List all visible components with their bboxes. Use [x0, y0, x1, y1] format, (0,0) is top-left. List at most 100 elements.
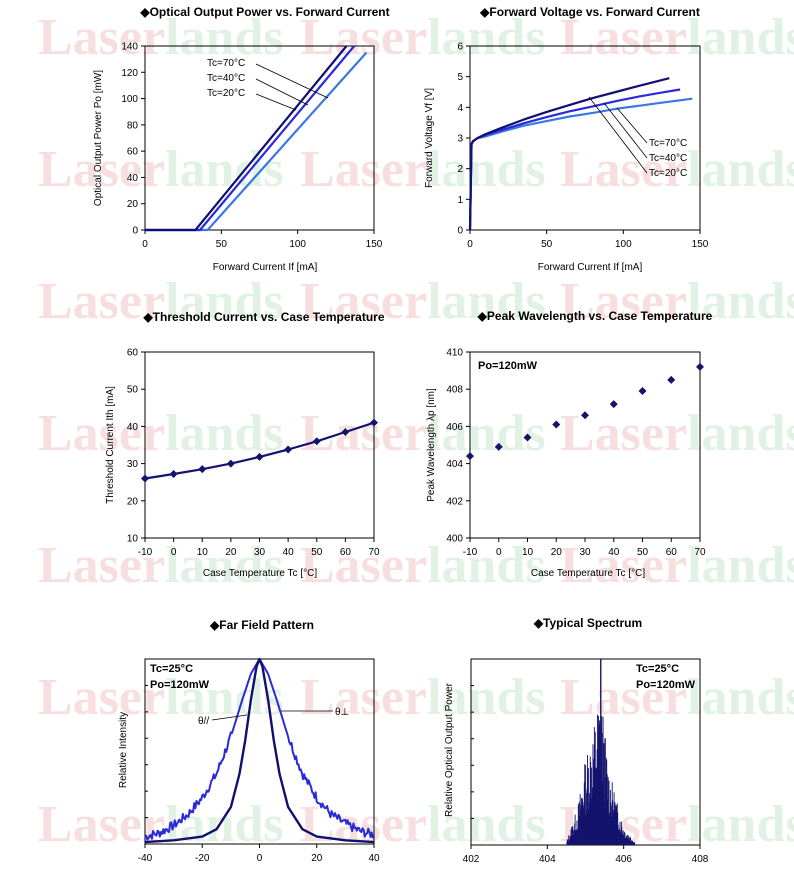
x-tick-label: -40 [138, 853, 153, 864]
x-tick-label: 40 [608, 547, 620, 558]
x-tick-label: 0 [142, 239, 148, 250]
chart-title: ◆Far Field Pattern [209, 618, 314, 632]
plot-frame [144, 351, 375, 539]
x-tick-label: 100 [615, 239, 632, 250]
y-axis-label: Threshold Current Ith [mA] [105, 386, 116, 504]
x-tick-label: 50 [311, 547, 323, 558]
data-point [284, 445, 293, 454]
y-tick-label: 2 [457, 164, 463, 175]
y-tick-label: 120 [121, 68, 138, 79]
x-tick-label: 408 [692, 854, 709, 865]
y-tick-label: 50 [127, 385, 139, 396]
condition-temperature: Tc=25°C [636, 663, 679, 675]
y-tick-label: 30 [127, 459, 139, 470]
data-point [198, 465, 207, 474]
y-tick-label: 40 [127, 173, 139, 184]
chart-title: ◆Typical Spectrum [533, 616, 642, 630]
data-point [169, 470, 178, 479]
x-tick-label: 0 [171, 547, 177, 558]
series-group [144, 657, 375, 844]
annotation-tc20: Tc=20°C [649, 168, 687, 179]
x-tick-label: 40 [368, 853, 380, 864]
data-point [696, 362, 704, 371]
data-point [466, 452, 474, 461]
data-point [312, 437, 321, 446]
x-tick-label: 20 [225, 547, 237, 558]
series-line [144, 421, 375, 480]
chart-far-field: ◆Far Field Pattern Relative Intensity -4… [118, 618, 380, 864]
series-group [141, 418, 378, 483]
x-axis-label: Case Temperature Tc [°C] [531, 568, 645, 579]
x-tick-label: 0 [257, 853, 263, 864]
y-tick-label: 0 [132, 226, 138, 237]
x-tick-label: 10 [197, 547, 209, 558]
series-line-tc20c [468, 77, 670, 231]
x-tick-label: 20 [311, 853, 323, 864]
x-tick-label: -20 [195, 853, 210, 864]
chart-title: ◆Peak Wavelength vs. Case Temperature [477, 309, 713, 323]
series-group [566, 659, 636, 845]
y-tick-label: 4 [457, 103, 463, 114]
axis-ticks: 0 50 100 150 0 1 2 3 4 5 6 [457, 42, 708, 251]
annotation-arrow [616, 107, 648, 144]
y-axis-label: Peak Wavelength λp [nm] [426, 388, 437, 502]
x-tick-label: 50 [216, 239, 228, 250]
chart-spectrum: ◆Typical Spectrum Relative Optical Outpu… [444, 616, 709, 865]
data-point [609, 400, 618, 409]
label-theta-parallel: θ// [198, 716, 209, 727]
plot-frame [144, 45, 375, 231]
x-tick-label: 20 [551, 547, 563, 558]
series-group [145, 45, 368, 232]
condition-power: Po=120mW [150, 679, 210, 691]
data-point [255, 452, 264, 461]
x-tick-label: 404 [539, 854, 556, 865]
annotation-tc70: Tc=70°C [649, 138, 687, 149]
x-tick-label: 100 [289, 239, 306, 250]
annotation-arrow [603, 102, 648, 159]
y-tick-label: 100 [121, 94, 138, 105]
x-tick-label: 0 [467, 239, 473, 250]
y-axis-label: Forward Voltage Vf [V] [424, 88, 435, 188]
y-tick-label: 410 [446, 348, 463, 359]
data-point [494, 442, 503, 451]
label-theta-perpendicular: θ⊥ [335, 707, 349, 718]
x-tick-label: 60 [340, 547, 352, 558]
x-tick-label: -10 [138, 547, 153, 558]
x-tick-label: 70 [368, 547, 380, 558]
x-tick-label: 150 [692, 239, 709, 250]
x-tick-label: 60 [666, 547, 678, 558]
annotation-arrow [211, 714, 248, 721]
y-tick-label: 3 [457, 134, 463, 145]
y-tick-label: 20 [127, 199, 139, 210]
chart-voltage-vs-current: ◆Forward Voltage vs. Forward Current For… [424, 5, 709, 273]
annotation-tc20: Tc=20°C [207, 88, 245, 99]
chart-title: ◆Threshold Current vs. Case Temperature [142, 310, 384, 324]
axis-ticks: -40 -20 0 20 40 [138, 684, 380, 864]
x-tick-label: 406 [615, 854, 632, 865]
y-tick-label: 40 [127, 422, 139, 433]
chart-title: ◆Forward Voltage vs. Forward Current [479, 5, 700, 19]
axis-ticks: 402 404 406 408 [463, 685, 709, 865]
y-tick-label: 140 [121, 42, 138, 53]
x-tick-label: -10 [463, 547, 478, 558]
y-axis-label: Relative Intensity [118, 712, 129, 788]
x-tick-label: 50 [637, 547, 649, 558]
x-tick-label: 30 [254, 547, 266, 558]
condition-label: Po=120mW [478, 360, 538, 372]
axis-ticks: -10 0 10 20 30 40 50 60 70 10 20 30 40 50 60 [127, 348, 380, 559]
y-tick-label: 60 [127, 348, 139, 359]
data-point [523, 433, 532, 442]
y-tick-label: 10 [127, 534, 139, 545]
y-tick-label: 402 [446, 496, 463, 507]
x-tick-label: 10 [522, 547, 534, 558]
y-tick-label: 404 [446, 459, 463, 470]
plot-frame [469, 351, 701, 539]
x-tick-label: 150 [366, 239, 383, 250]
y-tick-label: 60 [127, 147, 139, 158]
y-tick-label: 408 [446, 385, 463, 396]
series-line-tc20c [145, 45, 348, 232]
annotation-tc40: Tc=40°C [207, 73, 245, 84]
data-point [226, 459, 235, 468]
